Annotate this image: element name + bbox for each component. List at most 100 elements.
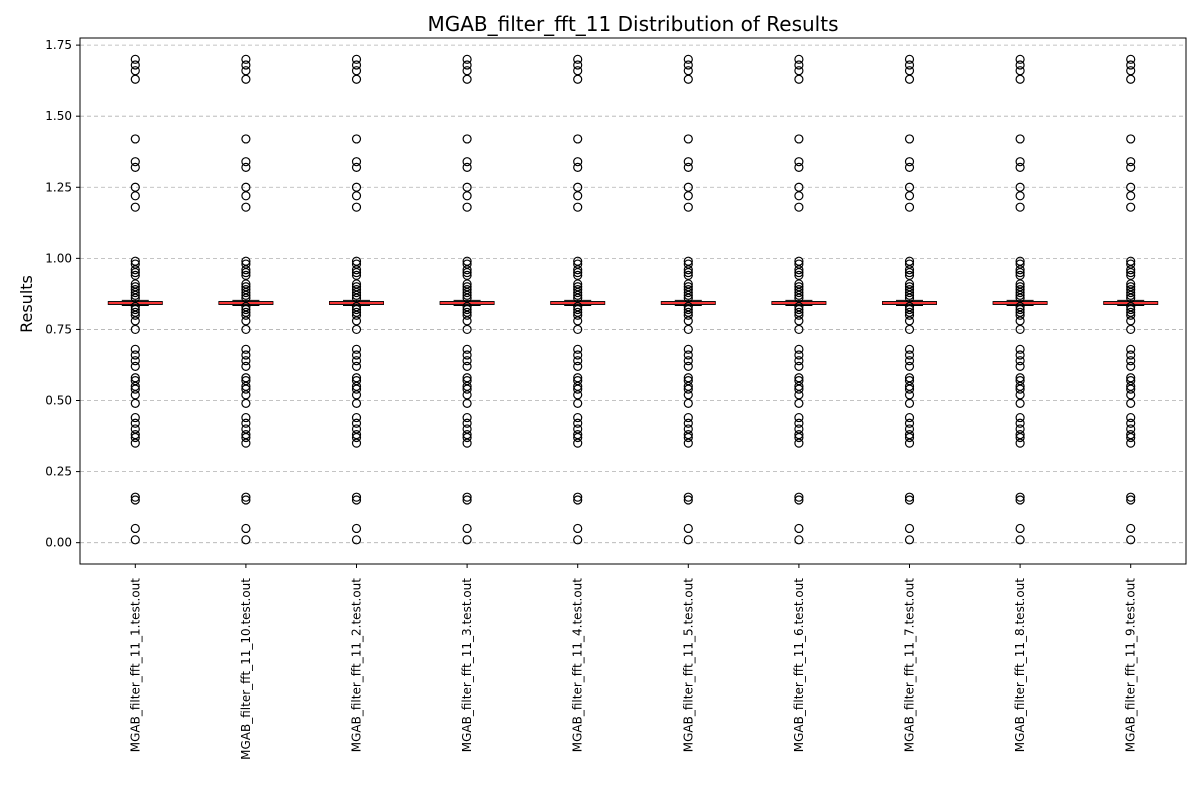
outlier-point	[904, 373, 915, 383]
outlier-points	[130, 54, 1136, 545]
outlier-point	[351, 492, 362, 502]
outlier-point	[1126, 344, 1136, 354]
outlier-point	[1126, 191, 1136, 201]
outlier-point	[573, 373, 583, 383]
outlier-point	[904, 66, 915, 76]
x-tick-label: MGAB_filter_fft_11_8.test.out	[1013, 578, 1027, 753]
outlier-point	[1126, 202, 1136, 212]
outlier-point	[1015, 66, 1025, 76]
outlier-point	[794, 373, 804, 383]
outlier-point	[573, 256, 583, 266]
outlier-point	[683, 418, 693, 428]
outlier-point	[1015, 182, 1025, 192]
outlier-point	[462, 356, 472, 366]
outlier-point	[1126, 430, 1136, 440]
outlier-point	[904, 412, 915, 423]
outlier-point	[794, 430, 804, 440]
outlier-point	[462, 285, 472, 295]
outlier-point	[1126, 412, 1136, 423]
outlier-point	[1126, 54, 1136, 64]
y-tick-label: 0.50	[45, 394, 72, 408]
outlier-point	[683, 285, 693, 295]
outlier-point	[683, 182, 693, 192]
outlier-point	[241, 424, 251, 434]
outlier-point	[1126, 376, 1136, 386]
outlier-point	[904, 54, 915, 64]
outlier-point	[683, 492, 693, 502]
outlier-point	[351, 350, 362, 360]
outlier-point	[462, 361, 472, 371]
outlier-point	[1015, 304, 1025, 315]
outlier-point	[683, 66, 693, 76]
outlier-point	[130, 282, 140, 292]
outlier-point	[904, 74, 915, 84]
outlier-point	[1015, 495, 1025, 505]
outlier-point	[241, 74, 251, 84]
outlier-point	[1126, 162, 1136, 172]
plot-frame	[79, 37, 1187, 565]
x-tick-label: MGAB_filter_fft_11_5.test.out	[681, 578, 695, 753]
outlier-point	[351, 256, 362, 266]
outlier-point	[573, 54, 583, 64]
outlier-point	[241, 182, 251, 192]
outlier-point	[462, 307, 472, 317]
outlier-point	[1015, 202, 1025, 212]
outlier-point	[904, 270, 915, 281]
outlier-point	[130, 202, 140, 212]
outlier-point	[241, 304, 251, 315]
y-axis-ticks: 0.00 0.25 0.50 0.75 1.00 1.25 1.50 1.75	[45, 38, 80, 550]
outlier-point	[573, 270, 583, 281]
outlier-point	[462, 182, 472, 192]
outlier-point	[1126, 361, 1136, 371]
outlier-point	[904, 182, 915, 192]
outlier-point	[241, 361, 251, 371]
outlier-point	[1126, 304, 1136, 315]
outlier-point	[241, 523, 251, 534]
outlier-point	[351, 373, 362, 383]
outlier-point	[1126, 282, 1136, 292]
outlier-point	[573, 430, 583, 440]
outlier-point	[573, 162, 583, 172]
outlier-point	[1126, 535, 1136, 545]
outlier-point	[573, 60, 583, 70]
outlier-point	[904, 361, 915, 371]
outlier-point	[462, 430, 472, 440]
outlier-point	[683, 424, 693, 434]
outlier-point	[462, 74, 472, 84]
outlier-point	[1015, 344, 1025, 354]
outlier-point	[130, 304, 140, 315]
outlier-point	[351, 344, 362, 354]
outlier-point	[241, 285, 251, 295]
outlier-point	[573, 361, 583, 371]
outlier-point	[794, 344, 804, 354]
y-tick-label: 1.75	[45, 38, 72, 52]
outlier-point	[1015, 157, 1025, 167]
outlier-point	[683, 134, 693, 144]
outlier-point	[241, 202, 251, 212]
outlier-point	[573, 495, 583, 505]
outlier-point	[462, 376, 472, 386]
outlier-point	[1126, 495, 1136, 505]
outlier-point	[683, 350, 693, 360]
outlier-point	[351, 182, 362, 192]
outlier-point	[573, 344, 583, 354]
outlier-point	[1015, 350, 1025, 360]
outlier-point	[130, 191, 140, 201]
outlier-point	[573, 304, 583, 315]
x-tick-label: MGAB_filter_fft_11_10.test.out	[239, 578, 253, 760]
outlier-point	[904, 282, 915, 292]
outlier-point	[241, 282, 251, 292]
outlier-point	[573, 282, 583, 292]
outlier-point	[794, 74, 804, 84]
outlier-point	[1015, 259, 1025, 269]
outlier-point	[904, 430, 915, 440]
y-tick-label: 0.75	[45, 322, 72, 336]
outlier-point	[794, 162, 804, 172]
outlier-point	[351, 430, 362, 440]
outlier-point	[794, 66, 804, 76]
outlier-point	[1015, 162, 1025, 172]
outlier-point	[683, 256, 693, 266]
outlier-point	[462, 270, 472, 281]
outlier-point	[683, 270, 693, 281]
